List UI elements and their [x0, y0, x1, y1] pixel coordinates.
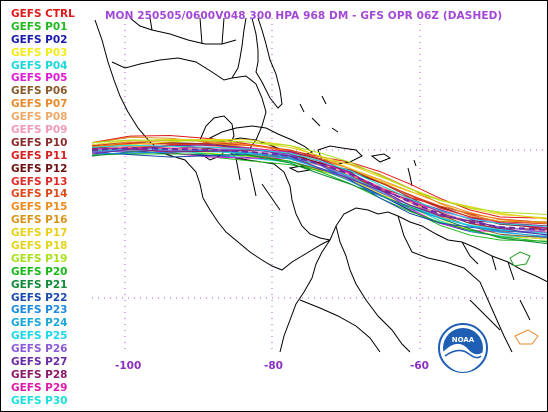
legend-item: GEFS P08	[11, 111, 68, 124]
legend-item: GEFS P02	[11, 33, 68, 46]
noaa-logo: NOAA	[438, 323, 488, 373]
member-contour	[91, 134, 548, 219]
legend-item: GEFS CTRL	[11, 8, 75, 20]
legend-item: GEFS P11	[11, 149, 68, 162]
legend: GEFS CTRL GEFS P01 GEFS P02 GEFS P03 GEFS P0…	[11, 8, 91, 408]
bahamas	[299, 95, 339, 133]
green-contour	[509, 251, 531, 267]
florida-west	[231, 17, 247, 79]
legend-item: GEFS P13	[11, 175, 68, 188]
mexico-pacific-coast	[94, 19, 204, 199]
member-contour	[91, 139, 548, 215]
legend-item: GEFS P01	[11, 20, 68, 33]
legend-item: GEFS P03	[11, 46, 68, 59]
yucatan	[199, 115, 235, 161]
central-america-borders	[235, 157, 281, 211]
x-tick-label-neg80: -80	[264, 360, 283, 372]
ecuador-peru-border	[299, 299, 381, 353]
legend-item: GEFS P26	[11, 343, 68, 356]
legend-item: GEFS P29	[11, 381, 68, 394]
x-tick-label-neg100: -100	[115, 360, 142, 372]
member-contour	[91, 153, 548, 243]
colombia-border	[335, 225, 411, 353]
legend-item: GEFS P23	[11, 304, 68, 317]
member-contour	[91, 138, 548, 220]
south-america-north-coast	[329, 207, 548, 283]
gfs-opr-dashed-contour	[91, 146, 548, 231]
us-border	[129, 17, 237, 45]
central-america-caribbean	[227, 149, 331, 241]
legend-item: GEFS P14	[11, 188, 68, 201]
member-contour	[91, 143, 548, 223]
member-contour	[91, 144, 548, 227]
legend-item: GEFS P10	[11, 136, 68, 149]
venezuela-border	[397, 215, 513, 353]
gulf-coast	[111, 57, 267, 149]
brazil-interior	[469, 299, 531, 331]
member-contour	[91, 136, 548, 223]
legend-item: GEFS P04	[11, 59, 68, 72]
member-contour	[91, 148, 548, 234]
legend-item: GEFS P19	[11, 252, 68, 265]
coastlines	[94, 17, 548, 353]
ensemble-contours	[91, 134, 548, 245]
map-title: MON 250505/0600V048 300 HPA 968 DM - GFS…	[105, 10, 503, 22]
legend-item: GEFS P24	[11, 317, 68, 330]
central-america-pacific	[202, 197, 331, 271]
legend-item: GEFS P06	[11, 85, 68, 98]
legend-item: GEFS P09	[11, 124, 68, 137]
legend-item: GEFS P28	[11, 368, 68, 381]
member-contour	[91, 147, 548, 227]
legend-item: GEFS P12	[11, 162, 68, 175]
guianas-borders	[461, 241, 515, 281]
noaa-logo-text: NOAA	[452, 336, 475, 344]
grid	[92, 18, 548, 352]
legend-item: GEFS P25	[11, 330, 68, 343]
legend-item: GEFS P15	[11, 201, 68, 214]
legend-item: GEFS P16	[11, 214, 68, 227]
florida-peninsula	[251, 17, 283, 109]
x-tick-label-neg60: -60	[410, 360, 429, 372]
legend-item: GEFS P21	[11, 278, 68, 291]
legend-item: GEFS P18	[11, 240, 68, 253]
lesser-antilles	[407, 159, 417, 187]
member-contour	[91, 151, 548, 236]
legend-item: GEFS P05	[11, 72, 68, 85]
puerto-rico	[370, 153, 392, 163]
legend-item: GEFS P07	[11, 98, 68, 111]
south-america-pacific	[279, 239, 331, 353]
legend-item: GEFS P22	[11, 291, 68, 304]
us-state-lines	[149, 17, 225, 45]
orange-contour	[514, 329, 539, 345]
legend-item: GEFS P20	[11, 265, 68, 278]
legend-item: GEFS P27	[11, 356, 68, 369]
cuba	[208, 125, 314, 157]
legend-item: GEFS P30	[11, 394, 68, 407]
legend-item: GEFS P17	[11, 227, 68, 240]
